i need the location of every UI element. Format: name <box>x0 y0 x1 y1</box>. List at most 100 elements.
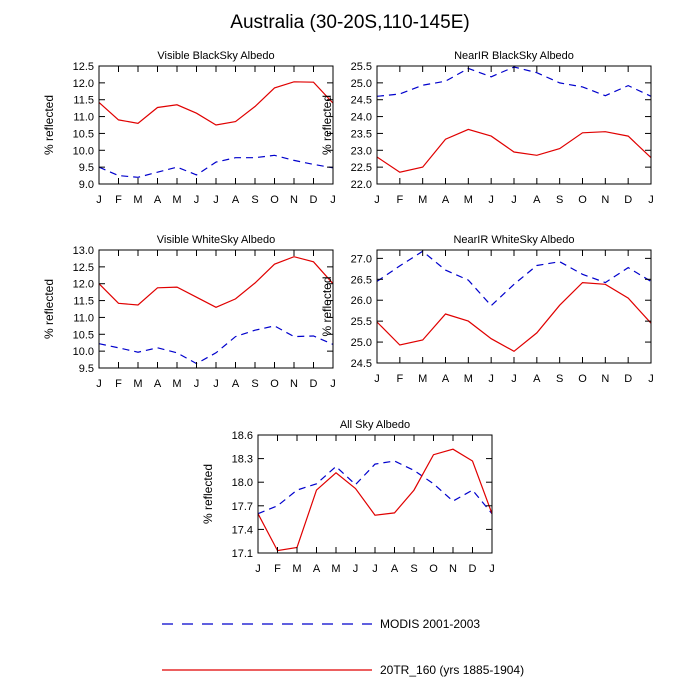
x-tick-label: A <box>442 194 450 206</box>
x-tick-label: S <box>410 563 417 575</box>
y-tick-label: 25.0 <box>351 337 372 349</box>
y-tick-label: 17.7 <box>232 501 253 513</box>
x-tick-label: D <box>310 378 318 390</box>
y-tick-label: 22.5 <box>351 162 372 174</box>
panel-title: All Sky Albedo <box>340 419 410 431</box>
x-tick-label: O <box>270 194 279 206</box>
series-line-modis <box>98 325 334 365</box>
y-axis-label: % reflected <box>201 464 215 524</box>
x-tick-label: D <box>624 373 632 385</box>
y-tick-label: 11.0 <box>73 112 94 124</box>
x-tick-label: F <box>115 194 122 206</box>
x-tick-label: A <box>232 378 240 390</box>
y-tick-label: 12.5 <box>73 262 94 274</box>
x-tick-label: F <box>396 194 403 206</box>
x-tick-label: J <box>374 373 380 385</box>
plot-frame <box>376 65 652 185</box>
x-tick-label: A <box>442 373 450 385</box>
y-tick-label: 18.0 <box>232 477 253 489</box>
series-line-model <box>376 281 652 353</box>
x-tick-label: J <box>648 194 654 206</box>
series-line-modis <box>257 460 493 515</box>
y-tick-label: 26.5 <box>351 274 372 286</box>
x-tick-label: J <box>489 563 495 575</box>
x-tick-label: N <box>601 373 609 385</box>
x-tick-label: J <box>255 563 261 575</box>
x-tick-label: A <box>391 563 399 575</box>
x-tick-label: J <box>96 194 102 206</box>
x-tick-label: O <box>270 378 279 390</box>
y-tick-label: 27.0 <box>351 253 372 265</box>
x-tick-label: O <box>578 373 587 385</box>
x-tick-label: M <box>464 194 473 206</box>
x-tick-label: M <box>292 563 301 575</box>
x-tick-label: J <box>488 194 494 206</box>
x-tick-label: J <box>488 373 494 385</box>
y-tick-label: 24.5 <box>351 95 372 107</box>
x-tick-label: A <box>533 373 541 385</box>
y-tick-label: 9.5 <box>79 363 94 375</box>
panel-title: Visible WhiteSky Albedo <box>157 234 275 246</box>
x-tick-label: J <box>353 563 359 575</box>
y-tick-label: 25.5 <box>351 61 372 73</box>
x-tick-label: D <box>624 194 632 206</box>
y-tick-label: 10.5 <box>73 128 94 140</box>
y-tick-label: 23.0 <box>351 145 372 157</box>
x-tick-label: M <box>464 373 473 385</box>
y-axis-label: % reflected <box>42 279 56 339</box>
x-tick-label: J <box>511 194 517 206</box>
x-tick-label: D <box>310 194 318 206</box>
x-tick-label: M <box>172 378 181 390</box>
y-tick-label: 17.1 <box>232 548 253 560</box>
x-tick-label: J <box>213 378 219 390</box>
legend: MODIS 2001-2003 20TR_160 (yrs 1885-1904) <box>162 617 524 677</box>
x-tick-label: M <box>418 194 427 206</box>
x-tick-label: M <box>133 194 142 206</box>
x-tick-label: A <box>313 563 321 575</box>
plot-frame <box>376 249 652 364</box>
x-tick-label: A <box>154 194 162 206</box>
y-tick-label: 10.5 <box>73 329 94 341</box>
x-tick-label: N <box>601 194 609 206</box>
series-line-modis <box>376 250 652 307</box>
y-tick-label: 11.5 <box>73 296 94 308</box>
y-tick-label: 23.5 <box>351 128 372 140</box>
x-tick-label: S <box>251 194 258 206</box>
x-tick-label: J <box>372 563 378 575</box>
x-tick-label: M <box>133 378 142 390</box>
x-tick-label: M <box>331 563 340 575</box>
y-tick-label: 24.0 <box>351 112 372 124</box>
y-tick-label: 25.5 <box>351 316 372 328</box>
y-tick-label: 10.0 <box>73 346 94 358</box>
y-tick-label: 17.4 <box>232 524 253 536</box>
y-axis-label: % reflected <box>320 95 334 155</box>
y-tick-label: 11.5 <box>73 95 94 107</box>
y-tick-label: 9.0 <box>79 179 94 191</box>
series-line-model <box>98 256 334 308</box>
x-tick-label: O <box>429 563 438 575</box>
panel-title: NearIR BlackSky Albedo <box>454 50 574 62</box>
y-tick-label: 12.0 <box>73 78 94 90</box>
y-tick-label: 11.0 <box>73 312 94 324</box>
page-title: Australia (30-20S,110-145E) <box>230 12 470 33</box>
x-tick-label: J <box>96 378 102 390</box>
plot-frame <box>98 249 334 369</box>
x-tick-label: A <box>533 194 541 206</box>
x-tick-label: J <box>194 194 200 206</box>
y-tick-label: 10.0 <box>73 145 94 157</box>
x-tick-label: N <box>290 194 298 206</box>
y-axis-label: % reflected <box>42 95 56 155</box>
x-tick-label: F <box>115 378 122 390</box>
x-tick-label: J <box>511 373 517 385</box>
x-tick-label: S <box>556 194 563 206</box>
x-tick-label: A <box>154 378 162 390</box>
y-tick-label: 13.0 <box>73 245 94 257</box>
x-tick-label: J <box>648 373 654 385</box>
y-tick-label: 22.0 <box>351 179 372 191</box>
